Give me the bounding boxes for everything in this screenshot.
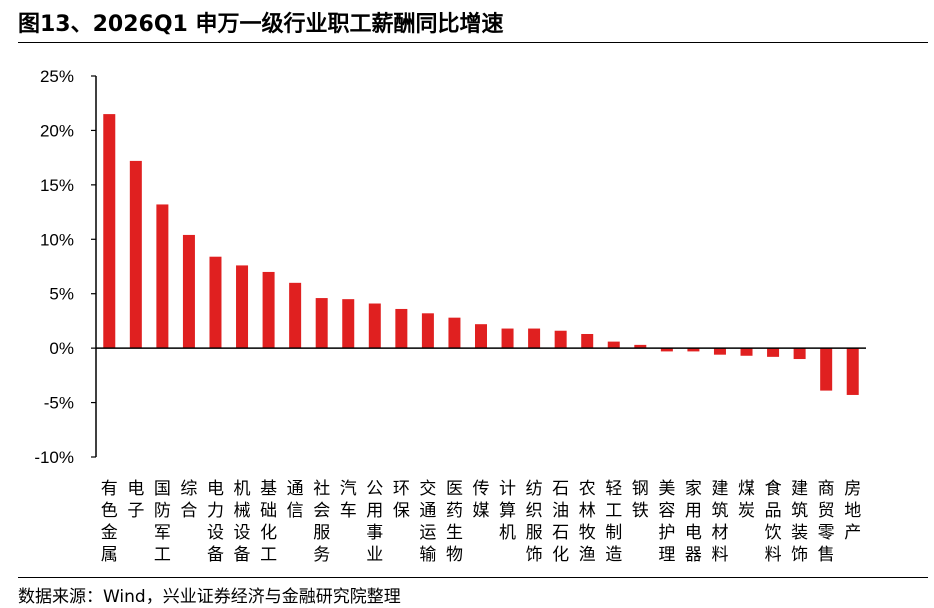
bar xyxy=(103,114,116,349)
bar xyxy=(475,324,487,349)
y-tick-label: 0% xyxy=(49,339,74,358)
bar xyxy=(767,348,780,357)
source-note: 数据来源：Wind，兴业证券经济与金融研究院整理 xyxy=(18,587,401,607)
category-label: 煤炭 xyxy=(738,479,755,521)
chart-title: 图13、2026Q1 申万一级行业职工薪酬同比增速 xyxy=(18,12,504,37)
category-label: 公用事业 xyxy=(366,479,383,565)
category-label: 计算机 xyxy=(499,479,516,543)
category-label: 建筑装饰 xyxy=(791,479,808,565)
category-label: 美容护理 xyxy=(658,479,675,565)
category-label: 房地产 xyxy=(844,479,861,543)
bar xyxy=(262,271,275,349)
bar xyxy=(421,313,434,349)
bar xyxy=(740,348,753,356)
bar xyxy=(820,348,833,391)
y-tick-label: 25% xyxy=(40,67,74,86)
category-label: 医药生物 xyxy=(446,479,463,565)
bar xyxy=(660,348,673,352)
bar xyxy=(528,328,541,349)
category-label: 基础化工 xyxy=(260,479,277,565)
category-label: 农林牧渔 xyxy=(579,479,596,565)
bar xyxy=(846,348,859,395)
category-label: 机械设备 xyxy=(234,479,251,565)
category-label: 交通运输 xyxy=(419,479,436,565)
y-tick-label: 20% xyxy=(40,121,74,140)
bar xyxy=(315,298,328,349)
category-label: 综合 xyxy=(180,479,197,521)
source-rule xyxy=(18,577,928,578)
category-label: 轻工制造 xyxy=(605,479,622,565)
bar xyxy=(395,308,408,349)
category-label: 有色金属 xyxy=(101,479,118,565)
bar xyxy=(634,344,647,349)
category-label: 纺织服饰 xyxy=(526,479,543,565)
category-label: 电力设备 xyxy=(207,479,224,565)
category-label: 传媒 xyxy=(473,479,490,521)
bar xyxy=(156,204,169,349)
category-label: 社会服务 xyxy=(313,479,330,565)
bar xyxy=(448,317,461,349)
category-label: 石油石化 xyxy=(552,479,569,565)
category-label: 电子 xyxy=(127,479,144,521)
bar xyxy=(793,348,806,360)
y-tick-label: 5% xyxy=(49,285,74,304)
bar xyxy=(129,160,142,349)
y-tick-label: 10% xyxy=(40,230,74,249)
category-label: 环保 xyxy=(393,479,410,521)
category-label: 商贸零售 xyxy=(818,479,835,565)
bar xyxy=(501,328,514,349)
category-label: 钢铁 xyxy=(632,479,649,521)
bar xyxy=(368,303,381,349)
category-label: 家用电器 xyxy=(685,479,702,565)
category-label: 国防军工 xyxy=(154,479,171,565)
bar xyxy=(289,282,302,349)
category-label: 汽车 xyxy=(340,479,357,521)
bar xyxy=(236,265,249,349)
category-label: 建筑材料 xyxy=(711,479,728,565)
category-label: 通信 xyxy=(287,479,304,521)
bar xyxy=(713,348,726,355)
bar xyxy=(607,341,620,349)
bar xyxy=(554,330,567,349)
bar xyxy=(182,234,195,349)
bar-chart: 25% 20% 15% 10% 5% 0% -5% -10% 有色金属电子国防军工综合电力设备机… xyxy=(34,67,866,565)
y-tick-label: -10% xyxy=(34,448,74,467)
y-tick-label: 15% xyxy=(40,176,74,195)
bar xyxy=(581,333,594,349)
category-label: 食品饮料 xyxy=(765,479,782,565)
bar xyxy=(342,299,355,349)
bar xyxy=(209,256,222,349)
y-tick-label: -5% xyxy=(44,394,74,413)
title-rule xyxy=(18,42,928,43)
bar xyxy=(687,348,700,352)
